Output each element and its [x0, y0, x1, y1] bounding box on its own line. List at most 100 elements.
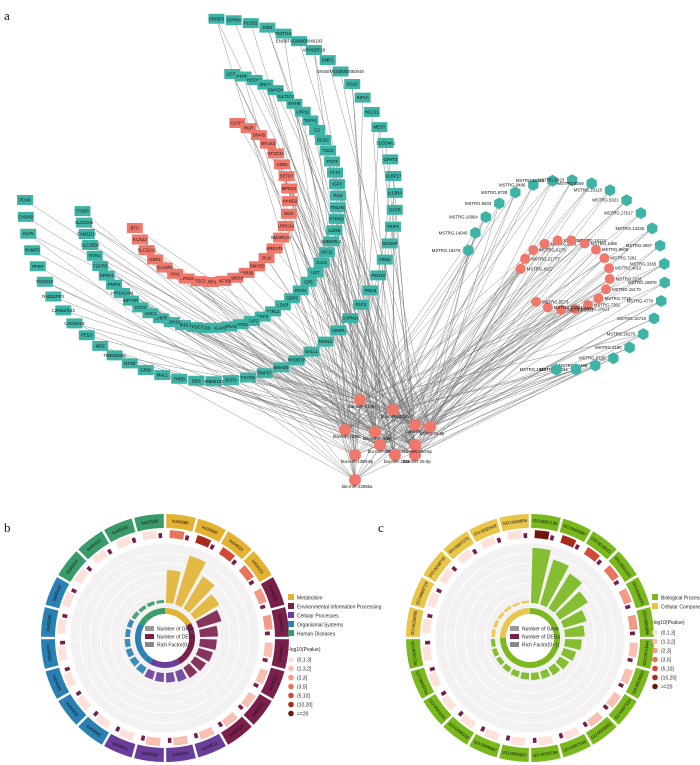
network-edge	[414, 304, 589, 456]
gene-count-bar	[76, 694, 92, 711]
deg-count-bar	[617, 682, 625, 688]
rich-factor-bar	[156, 600, 165, 604]
mrna-node	[259, 22, 276, 33]
deg-count-bar	[231, 559, 238, 566]
rich-factor-bar	[502, 663, 512, 673]
mirna-label: bta-miR-3613a	[381, 414, 410, 419]
lncrna-label: MSTRG.20270	[607, 332, 636, 337]
mrna-node	[275, 28, 292, 39]
network-edge	[294, 103, 376, 433]
grid-ring	[474, 582, 586, 694]
pvalue-legend-label: (5,10]	[297, 694, 310, 700]
category-sector	[636, 607, 654, 637]
category-sector	[194, 733, 226, 758]
lncrna-label: MSTRG.8269	[557, 181, 584, 186]
network-edge	[140, 307, 396, 456]
legend-category-swatch	[288, 612, 294, 618]
center-legend-label: Number of Gene	[157, 627, 194, 633]
mrna-node-label: DBS	[192, 378, 201, 383]
network-edge	[257, 266, 431, 428]
rich-factor-bar	[183, 576, 215, 613]
grid-ring	[89, 562, 241, 714]
mrna-node	[324, 156, 341, 167]
lncrna-de-node	[542, 302, 553, 313]
network-edge	[379, 240, 572, 446]
lncrna-label: MSTRG.7291	[610, 256, 637, 261]
de-mrna-node	[126, 223, 143, 234]
network-edge	[392, 369, 557, 411]
term-label: ko04360	[46, 645, 53, 663]
legend-category-label: Human Diseases	[297, 632, 336, 638]
network-edge	[186, 278, 416, 456]
gene-count-bar	[506, 530, 522, 541]
deg-count-bar	[624, 604, 631, 610]
inner-category-ring	[157, 661, 165, 668]
deg-count-bar	[558, 732, 564, 739]
pvalue-legend-dot	[652, 647, 658, 654]
deg-count-bar	[496, 537, 502, 544]
center-legend-swatch	[145, 626, 154, 631]
inner-category-ring	[504, 650, 514, 660]
network-edge	[414, 184, 534, 426]
rich-factor-bar	[124, 638, 131, 648]
term-label: GO:0005886	[642, 610, 650, 636]
category-sector	[608, 693, 637, 725]
category-sector	[499, 514, 529, 532]
network-edge	[359, 249, 534, 401]
lncrna-label: MSTRG.23110	[574, 188, 603, 193]
gene-count-bar	[62, 591, 75, 608]
lncrna-label: MSTRG.6212	[564, 238, 591, 243]
network-edge	[175, 273, 376, 433]
de-mrna-node-label: LRRC14	[278, 223, 295, 228]
de-mrna-node-label: SNAI5	[253, 133, 266, 138]
term-label: ko04020	[268, 585, 279, 603]
mrna-node	[327, 167, 344, 178]
de-mrna-node-label: KCNJ2	[133, 237, 147, 242]
category-sector	[469, 733, 501, 758]
lncrna-node	[608, 352, 619, 365]
network-edge	[331, 161, 416, 446]
grid-ring	[484, 592, 576, 684]
deg-count-bar	[86, 565, 93, 572]
inner-category-ring	[530, 661, 538, 668]
deg-count-bar	[62, 613, 68, 619]
pvalue-legend-dot	[288, 683, 294, 690]
inner-category-ring	[135, 630, 142, 638]
gene-count-bar	[198, 726, 215, 740]
go-circos-chart: GO:0007186GO:0005887GO:0016021GO:0031224…	[406, 514, 654, 762]
network-edge	[414, 200, 627, 426]
network-edge	[378, 275, 381, 446]
lncrna-de-node	[579, 238, 590, 249]
mrna-node	[154, 370, 171, 381]
pvalue-legend-dot	[652, 674, 658, 681]
gene-count-bar	[460, 714, 477, 729]
mrna-node	[381, 238, 398, 249]
lncrna-de-node	[539, 238, 550, 249]
de-mrna-node	[138, 245, 155, 256]
mrna-node-label: MPZ	[96, 343, 105, 348]
network-edge	[337, 207, 431, 428]
lncrna-node	[494, 197, 505, 210]
term-label: ko04024	[277, 644, 284, 662]
lncrna-node	[567, 174, 578, 187]
mirna-label: bta-miR-2285e	[363, 436, 392, 441]
gene-count-bar	[169, 530, 185, 540]
lncrna-de-node	[556, 304, 567, 315]
mrna-node	[239, 372, 256, 383]
mrna-node-label: ENSBTAG00000046193	[276, 39, 323, 44]
mrna-node-label: NHSL2	[319, 339, 333, 344]
deg-count-bar	[574, 543, 580, 551]
deg-count-bar	[264, 631, 270, 636]
de-mrna-node	[190, 276, 207, 287]
mrna-node-label: RGS4	[295, 288, 307, 293]
grid-ring	[79, 552, 251, 724]
deg-count-bar	[425, 640, 431, 645]
mrna-node-label: PTPRD	[329, 216, 344, 221]
inner-category-ring	[536, 658, 545, 667]
mrna-node-label: UST	[311, 270, 320, 275]
lncrna-node	[551, 363, 562, 376]
mrna-node	[205, 376, 222, 387]
mrna-node-label: NTSE	[124, 361, 136, 366]
lncrna-label: MSTRG.22501	[554, 305, 583, 310]
